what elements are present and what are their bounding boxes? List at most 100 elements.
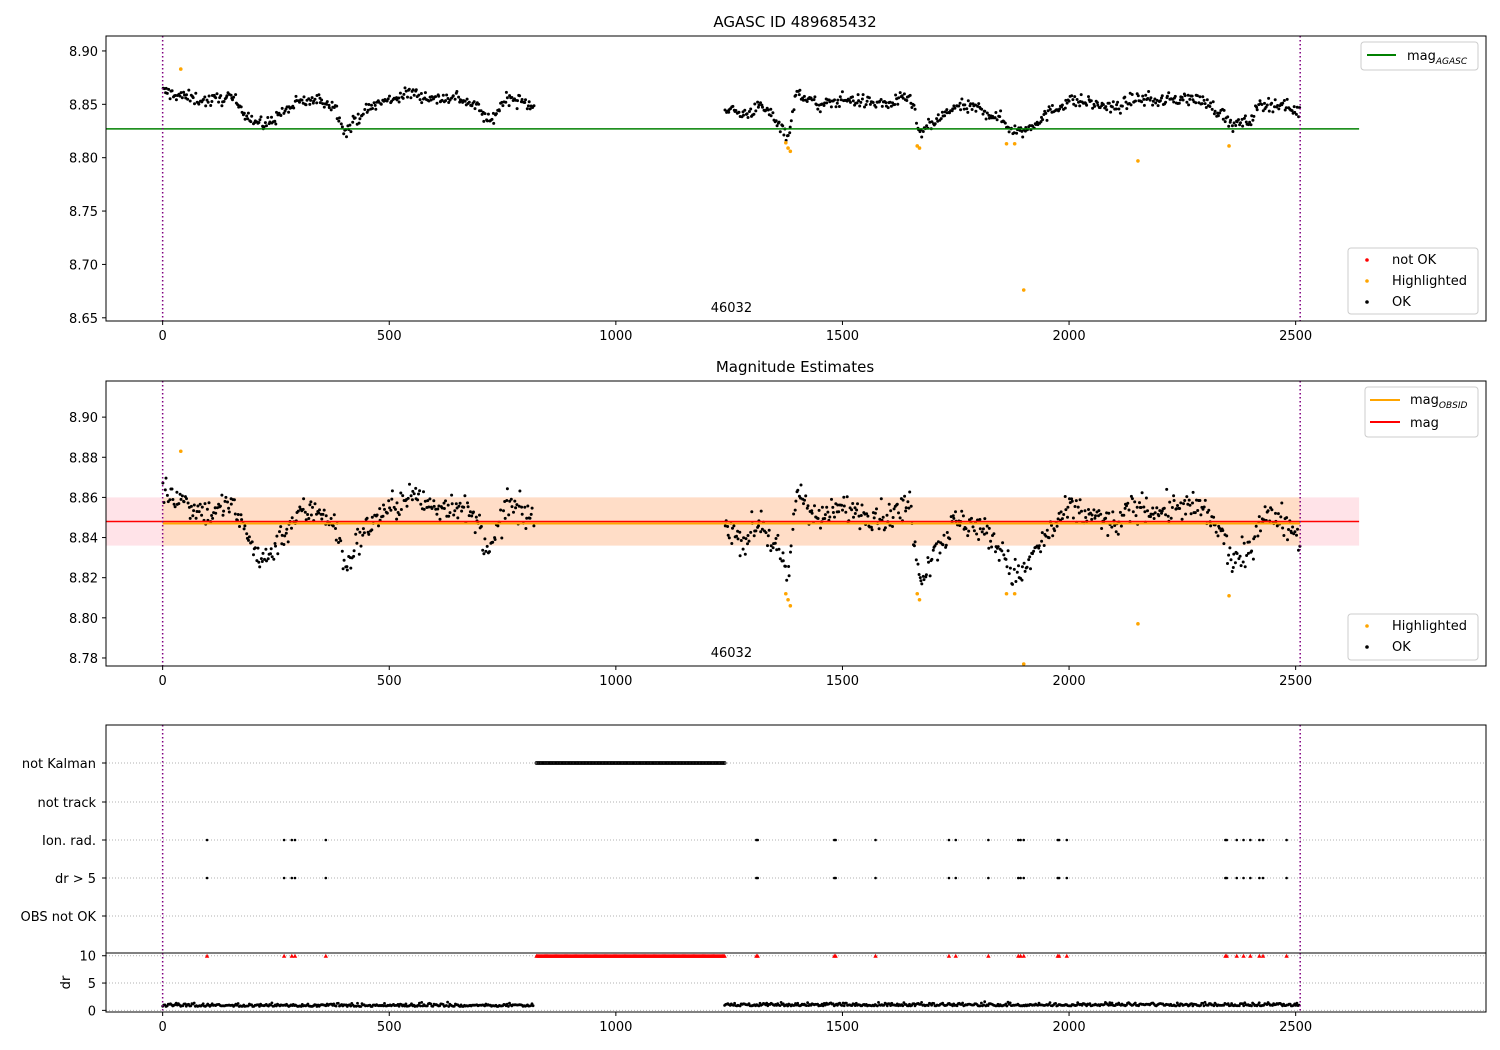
ok-point xyxy=(916,562,920,566)
ok-point xyxy=(752,534,756,538)
ok-point xyxy=(833,515,836,519)
ok-point xyxy=(1107,101,1111,105)
ok-point xyxy=(936,540,940,544)
ok-point xyxy=(1242,116,1246,120)
ok-point xyxy=(394,507,397,511)
flag-point xyxy=(721,761,726,765)
ok-point xyxy=(283,534,287,538)
ok-point xyxy=(485,544,489,548)
ok-point xyxy=(1188,503,1192,507)
ok-point xyxy=(766,108,770,112)
dr-point xyxy=(781,1002,785,1006)
panel-3-frame xyxy=(105,724,1487,954)
dr-clipped-marker xyxy=(986,953,991,958)
ok-point xyxy=(529,512,533,516)
ok-point xyxy=(205,507,209,511)
ok-point xyxy=(987,116,991,120)
ok-point xyxy=(164,476,168,480)
ok-point xyxy=(512,510,515,514)
ok-point xyxy=(891,525,894,528)
ok-point xyxy=(799,483,803,487)
ok-point xyxy=(238,525,241,528)
ok-point xyxy=(977,538,981,541)
ok-point xyxy=(1175,507,1179,511)
ok-point xyxy=(813,95,817,99)
ok-point xyxy=(470,104,474,108)
flag-point xyxy=(636,761,641,765)
ok-point xyxy=(805,100,809,103)
ok-point xyxy=(888,523,892,527)
highlighted-point xyxy=(1012,142,1017,146)
ok-point xyxy=(966,99,970,103)
ok-point xyxy=(1142,97,1146,101)
ok-point xyxy=(1012,567,1016,571)
flag-point xyxy=(550,761,554,765)
ok-point xyxy=(351,120,355,124)
ok-point xyxy=(294,94,298,98)
ok-point xyxy=(442,507,446,510)
panel-1-plot: 0 500 1000 1500 2000 2500 8.65 8.70 8.75 8.80 8.85… xyxy=(69,35,1487,344)
flag-point xyxy=(712,761,716,765)
ok-point xyxy=(444,99,448,103)
ok-point xyxy=(301,507,305,511)
ok-point xyxy=(1214,530,1218,534)
ok-point xyxy=(857,514,861,518)
ok-point xyxy=(1015,131,1019,135)
legend-highlighted-2: Highlighted xyxy=(1392,619,1467,634)
ok-point xyxy=(1168,500,1172,504)
ok-point xyxy=(1090,517,1094,521)
ok-point xyxy=(479,109,483,113)
ok-point xyxy=(1113,524,1117,527)
ok-point xyxy=(410,498,414,502)
dr-clipped-marker xyxy=(755,953,760,958)
ok-point xyxy=(981,527,985,531)
flag-point xyxy=(205,876,209,880)
ok-point xyxy=(1041,118,1045,122)
ok-point xyxy=(455,90,459,93)
ok-point xyxy=(983,517,987,521)
ok-point xyxy=(1104,105,1108,109)
ok-point xyxy=(938,551,942,555)
ok-point xyxy=(322,508,326,512)
ok-point xyxy=(339,539,343,543)
ok-point xyxy=(337,119,341,123)
ok-point xyxy=(290,526,293,530)
dr-point xyxy=(299,1005,303,1008)
flag-point xyxy=(619,761,624,765)
ok-point xyxy=(776,533,780,537)
ok-point xyxy=(1122,513,1126,517)
flag-point xyxy=(557,761,561,765)
ok-point xyxy=(771,546,775,550)
ok-point xyxy=(964,527,968,531)
ok-point xyxy=(1225,534,1229,538)
ok-point xyxy=(1202,505,1206,509)
flag-point xyxy=(544,761,548,765)
ok-point xyxy=(259,115,263,119)
ok-point xyxy=(1177,101,1181,105)
flag-point xyxy=(590,761,594,765)
ok-point xyxy=(908,490,912,494)
panel-1-ytick-label: 8.80 xyxy=(69,152,98,167)
panel-2-ytick-label: 8.86 xyxy=(69,491,98,506)
ok-point xyxy=(335,117,339,121)
ok-point xyxy=(963,103,967,107)
ok-point xyxy=(1281,101,1285,105)
ok-point xyxy=(1262,518,1266,522)
ok-point xyxy=(510,96,514,99)
ok-point xyxy=(309,513,313,517)
ok-point xyxy=(412,492,416,496)
flag-point xyxy=(655,761,660,765)
ok-point xyxy=(825,505,829,509)
ok-point xyxy=(411,88,415,92)
ok-point xyxy=(902,92,906,96)
panel-1-legend-lines: magAGASC xyxy=(1360,41,1479,71)
flag-point xyxy=(1249,838,1252,842)
ok-point xyxy=(1130,93,1134,96)
ok-point xyxy=(302,497,306,501)
flag-point xyxy=(681,761,686,765)
ok-point xyxy=(835,101,839,105)
ok-point xyxy=(321,102,325,106)
panel-2-ytick-label: 8.80 xyxy=(69,612,98,627)
dr-point xyxy=(1237,1004,1241,1008)
